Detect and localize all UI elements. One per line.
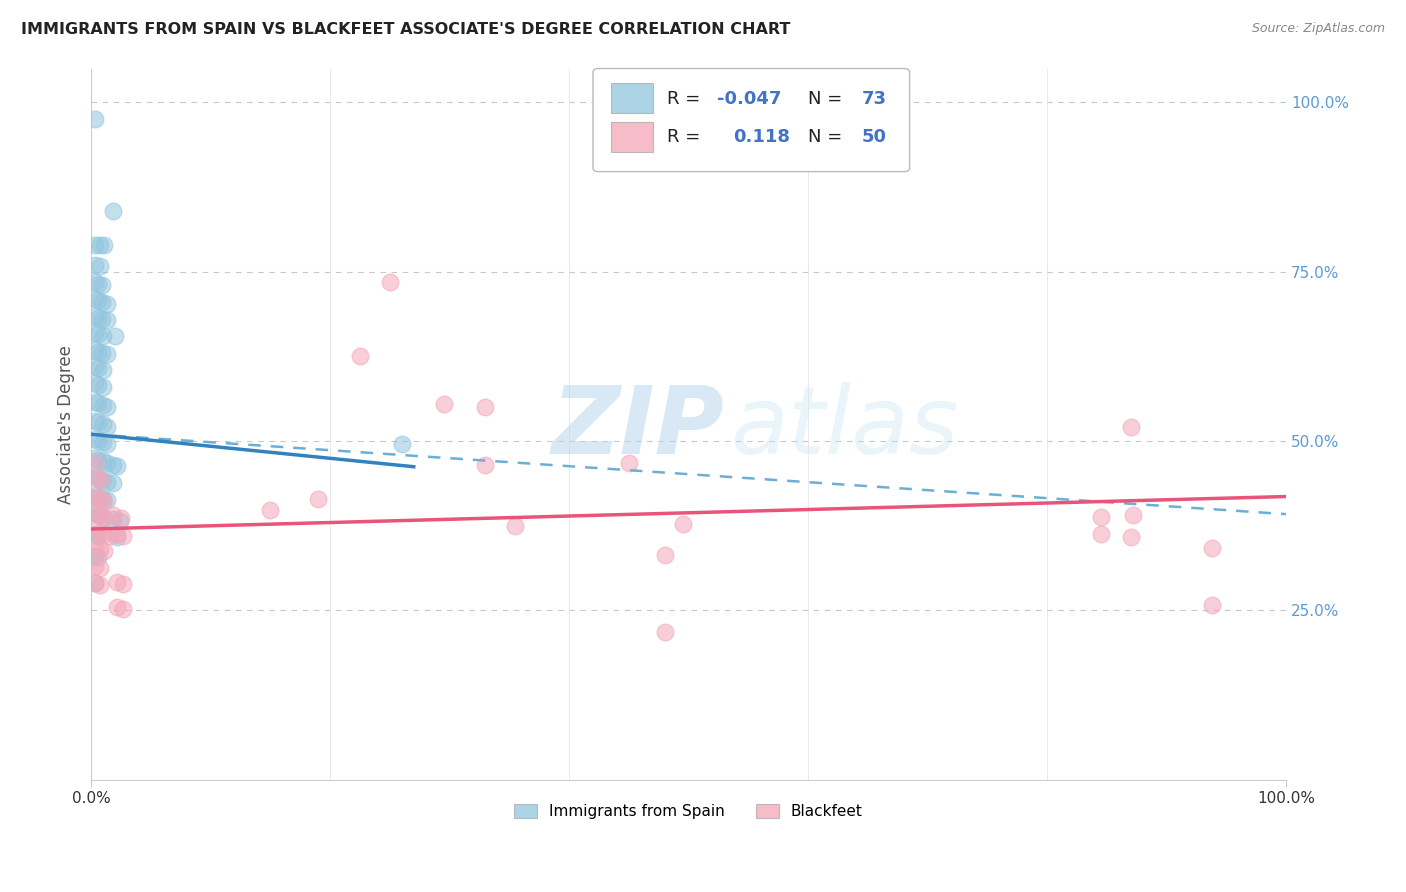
Text: 73: 73: [862, 90, 887, 108]
Text: N =: N =: [808, 90, 848, 108]
Text: 50: 50: [862, 128, 887, 146]
Text: R =: R =: [666, 128, 706, 146]
Text: IMMIGRANTS FROM SPAIN VS BLACKFEET ASSOCIATE'S DEGREE CORRELATION CHART: IMMIGRANTS FROM SPAIN VS BLACKFEET ASSOC…: [21, 22, 790, 37]
Text: N =: N =: [808, 128, 848, 146]
Text: ZIP: ZIP: [551, 382, 724, 474]
FancyBboxPatch shape: [610, 84, 652, 113]
Y-axis label: Associate's Degree: Associate's Degree: [58, 344, 75, 503]
Text: Source: ZipAtlas.com: Source: ZipAtlas.com: [1251, 22, 1385, 36]
Text: atlas: atlas: [730, 382, 959, 473]
Text: -0.047: -0.047: [717, 90, 782, 108]
FancyBboxPatch shape: [593, 69, 910, 171]
FancyBboxPatch shape: [610, 122, 652, 152]
Text: 0.118: 0.118: [733, 128, 790, 146]
Text: R =: R =: [666, 90, 706, 108]
Legend: Immigrants from Spain, Blackfeet: Immigrants from Spain, Blackfeet: [508, 798, 869, 825]
